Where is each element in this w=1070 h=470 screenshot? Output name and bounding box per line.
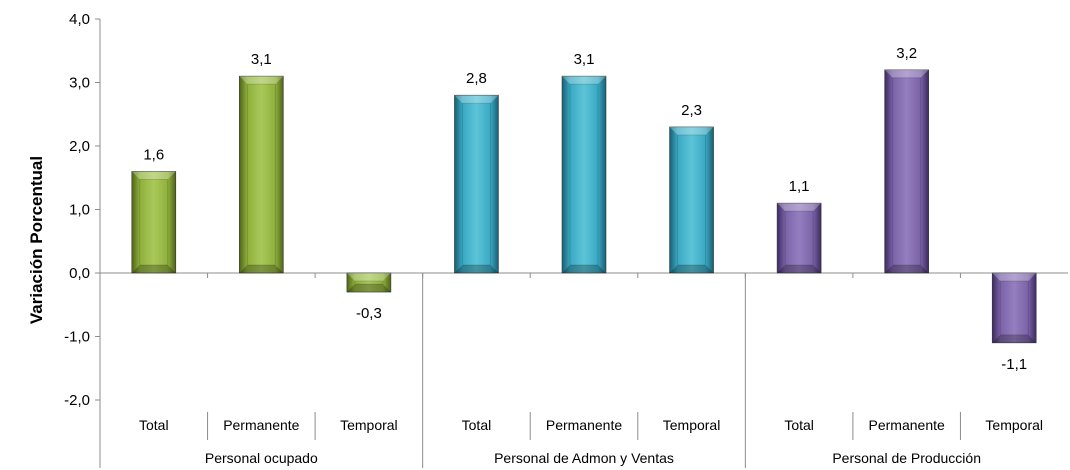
data-label: 3,1 — [251, 51, 272, 68]
bar-bevel-bottom — [884, 265, 929, 273]
bar-bevel-top — [131, 171, 176, 180]
bars — [131, 69, 1037, 344]
data-label: 2,3 — [681, 102, 702, 119]
bar-face — [246, 83, 276, 266]
bar-face — [892, 77, 922, 266]
bar-bevel-bottom — [346, 284, 391, 293]
bar-bevel-top — [669, 126, 714, 135]
data-label: 1,6 — [143, 146, 164, 163]
bar-bevel-top — [777, 203, 822, 212]
group-label: Personal ocupado — [205, 450, 318, 466]
bar-bevel-bottom — [669, 265, 714, 273]
bar-bevel-bottom — [992, 334, 1037, 343]
bar-bevel-bottom — [562, 265, 606, 273]
category-label: Total — [139, 417, 169, 433]
bar-body — [776, 202, 822, 274]
bar — [884, 69, 929, 274]
category-axis-labels: Total Permanente Temporal Personal ocupado T… — [139, 417, 1043, 466]
bar-body — [884, 69, 929, 274]
category-label: Permanente — [869, 417, 945, 433]
category-label: Permanente — [223, 417, 299, 433]
bar-body — [669, 126, 714, 274]
data-label: 1,1 — [789, 178, 810, 195]
bar-face — [784, 210, 814, 266]
bar-body — [239, 75, 284, 274]
bar — [991, 272, 1037, 344]
y-tick-label: 4,0 — [69, 11, 90, 28]
bar-face — [354, 280, 384, 285]
y-tick-label: -2,0 — [64, 392, 90, 409]
bar-bevel-top — [884, 69, 929, 78]
category-label: Permanente — [546, 417, 622, 433]
bar-face — [999, 280, 1029, 336]
bar-body — [131, 171, 177, 274]
y-tick-label: 0,0 — [69, 265, 90, 282]
bar-body — [991, 272, 1037, 344]
bar-bevel-top — [454, 95, 499, 104]
bar-bevel-top — [992, 273, 1037, 281]
y-tick-label: -1,0 — [64, 329, 90, 346]
bar-bevel-bottom — [131, 265, 176, 273]
y-tick-label: 2,0 — [69, 138, 90, 155]
category-label: Total — [462, 417, 492, 433]
data-label: 3,1 — [574, 51, 595, 68]
category-label: Temporal — [985, 417, 1043, 433]
bar-bevel-top — [346, 273, 391, 281]
data-label: -0,3 — [356, 305, 382, 322]
bar-bevel-bottom — [239, 265, 284, 273]
bar-bevel-top — [239, 76, 284, 85]
category-label: Temporal — [663, 417, 721, 433]
bar-body — [561, 75, 607, 274]
bar — [131, 171, 177, 274]
bar-bevel-bottom — [777, 265, 822, 273]
bar — [776, 202, 822, 274]
bar-face — [139, 178, 169, 266]
data-labels: 1,6 3,1 -0,3 2,8 3,1 2,3 1,1 3,2 -1,1 — [143, 45, 1027, 373]
group-label: Personal de Producción — [832, 450, 981, 466]
bar — [561, 75, 607, 274]
bar-body — [346, 272, 392, 293]
bar-face — [677, 134, 706, 266]
data-label: 3,2 — [896, 45, 917, 62]
y-tick-label: 1,0 — [69, 202, 90, 219]
bar-face — [462, 102, 491, 266]
group-label: Personal de Admon y Ventas — [494, 450, 674, 466]
category-label: Temporal — [340, 417, 398, 433]
bar-face — [569, 83, 599, 266]
bar — [669, 126, 714, 274]
bar — [454, 94, 499, 274]
y-axis-title: Variación Porcentual — [27, 156, 46, 324]
y-tick-label: 3,0 — [69, 75, 90, 92]
data-label: -1,1 — [1001, 356, 1027, 373]
category-label: Total — [784, 417, 814, 433]
bar — [239, 75, 284, 274]
data-label: 2,8 — [466, 70, 487, 87]
bar-body — [454, 94, 499, 274]
bar-bevel-bottom — [454, 265, 499, 273]
bar-bevel-top — [562, 76, 606, 85]
bar — [346, 272, 392, 293]
